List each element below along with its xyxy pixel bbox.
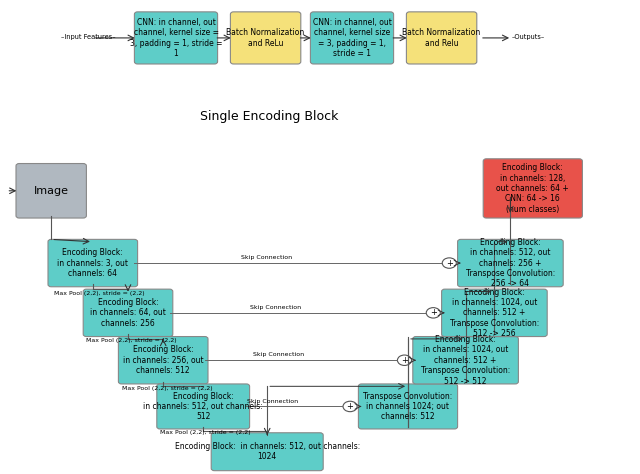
Text: Skip Connection: Skip Connection: [253, 353, 305, 357]
Text: Batch Normalization
and Relu: Batch Normalization and Relu: [403, 28, 481, 47]
Text: CNN: in channel, out
channel, kernel size =
3, padding = 1, stride =
1: CNN: in channel, out channel, kernel siz…: [130, 18, 222, 58]
Text: +: +: [430, 309, 436, 317]
Text: Encoding Block:
in channels: 64, out
channels: 256: Encoding Block: in channels: 64, out cha…: [90, 298, 166, 328]
FancyBboxPatch shape: [16, 164, 86, 218]
Text: Skip Connection: Skip Connection: [250, 305, 301, 310]
FancyBboxPatch shape: [157, 384, 250, 429]
Text: +: +: [446, 259, 452, 267]
FancyBboxPatch shape: [230, 12, 301, 64]
FancyBboxPatch shape: [211, 433, 323, 471]
Text: Batch Normalization
and ReLu: Batch Normalization and ReLu: [227, 28, 305, 47]
FancyBboxPatch shape: [310, 12, 394, 64]
FancyBboxPatch shape: [413, 337, 518, 384]
FancyBboxPatch shape: [483, 159, 582, 218]
Text: Max Pool (2,2), stride = (2,2): Max Pool (2,2), stride = (2,2): [54, 291, 145, 296]
Text: Max Pool (2,2), stride = (2,2): Max Pool (2,2), stride = (2,2): [160, 430, 251, 435]
Text: Encoding Block:  in channels: 512, out channels:
1024: Encoding Block: in channels: 512, out ch…: [175, 442, 360, 461]
FancyBboxPatch shape: [83, 289, 173, 337]
FancyBboxPatch shape: [406, 12, 477, 64]
Text: Encoding Block:
in channels: 256, out
channels: 512: Encoding Block: in channels: 256, out ch…: [123, 346, 204, 375]
Text: Max Pool (2,2), stride = (2,2): Max Pool (2,2), stride = (2,2): [86, 338, 177, 343]
Text: +: +: [401, 356, 408, 365]
Text: Max Pool (2,2), stride = (2,2): Max Pool (2,2), stride = (2,2): [122, 386, 212, 391]
Text: Single Encoding Block: Single Encoding Block: [200, 109, 338, 123]
Text: +: +: [347, 402, 353, 411]
Text: Encoding Block:
in channels: 1024, out
channels: 512 +
Transpose Convolution:
51: Encoding Block: in channels: 1024, out c…: [450, 288, 539, 338]
Text: CNN: in channel, out
channel, kernel size
= 3, padding = 1,
stride = 1: CNN: in channel, out channel, kernel siz…: [312, 18, 392, 58]
FancyBboxPatch shape: [48, 239, 138, 287]
FancyBboxPatch shape: [118, 337, 208, 384]
Text: Encoding Block:
in channels: 512, out
channels: 256 +
Transpose Convolution:
256: Encoding Block: in channels: 512, out ch…: [466, 238, 555, 288]
FancyBboxPatch shape: [134, 12, 218, 64]
Text: Encoding Block:
in channels: 3, out
channels: 64: Encoding Block: in channels: 3, out chan…: [58, 248, 128, 278]
FancyBboxPatch shape: [358, 384, 458, 429]
Text: Encoding Block:
in channels: 512, out channels:
512: Encoding Block: in channels: 512, out ch…: [143, 392, 263, 421]
Text: –Outputs–: –Outputs–: [512, 35, 545, 40]
Text: Skip Connection: Skip Connection: [247, 399, 298, 404]
FancyBboxPatch shape: [442, 289, 547, 337]
Text: Encoding Block:
in channels: 1024, out
channels: 512 +
Transpose Convolution:
51: Encoding Block: in channels: 1024, out c…: [421, 335, 510, 385]
Text: Encoding Block:
in channels: 128,
out channels: 64 +
CNN: 64 -> 16
(num classes): Encoding Block: in channels: 128, out ch…: [497, 163, 569, 214]
FancyBboxPatch shape: [458, 239, 563, 287]
Text: –Input Features–: –Input Features–: [61, 35, 115, 40]
Text: Transpose Convolution:
in channels 1024; out
channels: 512: Transpose Convolution: in channels 1024;…: [364, 392, 452, 421]
Text: Skip Connection: Skip Connection: [241, 255, 292, 260]
Text: Image: Image: [34, 186, 68, 196]
